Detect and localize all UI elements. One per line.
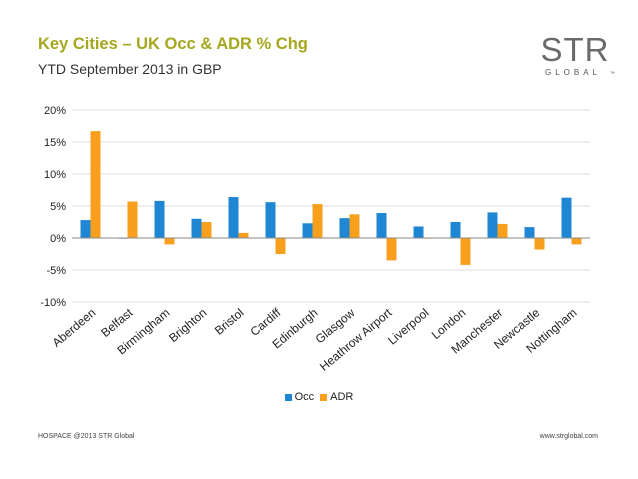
- y-tick-label: 0%: [50, 233, 66, 245]
- bars: [80, 131, 582, 265]
- legend-label-adr: ADR: [330, 391, 354, 403]
- bar-adr: [497, 223, 508, 238]
- bar-occ: [339, 218, 350, 238]
- bar-occ: [228, 197, 239, 238]
- chart-subtitle: YTD September 2013 in GBP: [38, 61, 222, 77]
- legend-swatch-adr: [320, 393, 328, 401]
- bar-occ: [154, 200, 165, 238]
- bar-adr: [275, 238, 286, 254]
- bar-adr: [571, 238, 582, 245]
- chart-title: Key Cities – UK Occ & ADR % Chg: [38, 35, 308, 53]
- bar-adr: [201, 222, 212, 238]
- logo-trademark: ™: [610, 71, 615, 77]
- x-tick-label: Liverpool: [385, 306, 431, 348]
- legend-item-occ: Occ: [284, 391, 315, 403]
- y-tick-label: -5%: [46, 265, 66, 277]
- bar-adr: [164, 238, 175, 245]
- bar-adr: [90, 131, 101, 238]
- y-tick-label: 20%: [44, 105, 66, 117]
- bar-adr: [460, 238, 471, 265]
- bar-occ: [191, 218, 202, 238]
- x-tick-label: Bristol: [212, 306, 247, 338]
- bar-adr: [312, 204, 323, 238]
- bar-occ: [487, 212, 498, 238]
- logo-main-text: STR: [541, 31, 610, 68]
- bar-adr: [238, 232, 249, 238]
- y-tick-labels: -10% -5% 0% 5% 10% 15% 20%: [40, 105, 66, 309]
- bar-adr: [534, 238, 545, 250]
- bar-adr: [127, 201, 138, 238]
- y-tick-label: 15%: [44, 137, 66, 149]
- y-tick-label: 10%: [44, 169, 66, 181]
- legend-label-occ: Occ: [294, 391, 315, 403]
- chart-legend: Occ ADR: [0, 391, 638, 403]
- footer-copyright: HOSPACE @2013 STR Global: [38, 433, 135, 440]
- bar-adr: [349, 214, 360, 238]
- bar-occ: [450, 222, 461, 238]
- str-global-logo: STR GLOBAL ™: [541, 31, 616, 77]
- x-tick-label: Brighton: [166, 306, 209, 345]
- logo-sub-text: GLOBAL: [545, 68, 601, 77]
- y-tick-label: 5%: [50, 201, 66, 213]
- legend-swatch-occ: [284, 393, 292, 401]
- bar-occ: [561, 197, 572, 238]
- bar-occ: [524, 227, 535, 238]
- grid-lines: [72, 109, 590, 303]
- x-tick-label: Aberdeen: [50, 306, 99, 350]
- bar-occ: [413, 226, 424, 238]
- bar-occ: [80, 220, 91, 238]
- bar-occ: [302, 223, 313, 238]
- bar-occ: [376, 213, 387, 238]
- footer-website: www.strglobal.com: [539, 433, 598, 440]
- y-tick-label: -10%: [40, 297, 66, 309]
- legend-item-adr: ADR: [320, 391, 353, 403]
- bar-occ: [265, 202, 276, 238]
- bar-adr: [386, 238, 397, 261]
